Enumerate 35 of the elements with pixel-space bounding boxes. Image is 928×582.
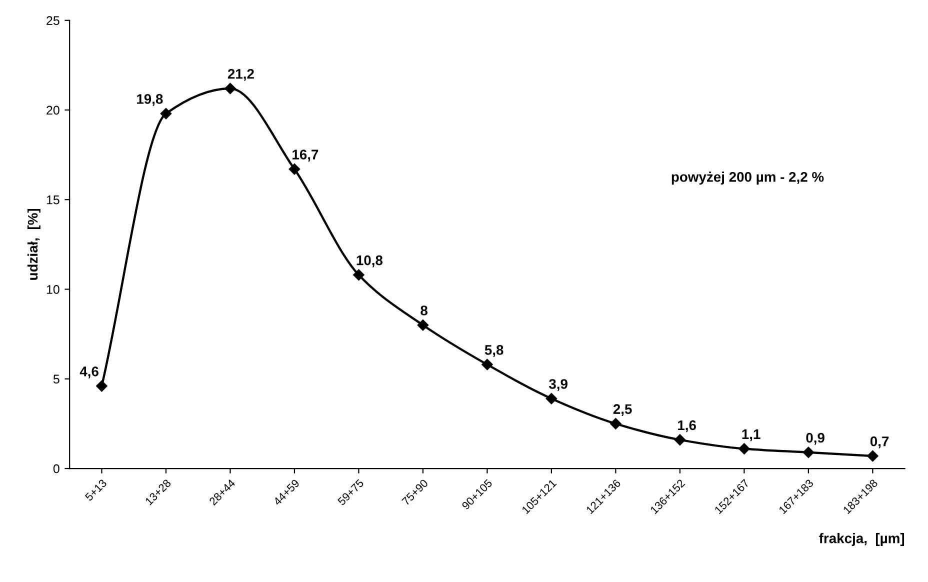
data-label: 16,7 xyxy=(292,150,318,162)
data-label: 2,5 xyxy=(613,404,632,416)
y-axis-title: udział, [%] xyxy=(27,208,40,280)
y-tick-label: 5 xyxy=(53,374,60,384)
point xyxy=(96,380,108,392)
data-label: 21,2 xyxy=(228,68,254,81)
point xyxy=(738,443,750,454)
data-label: 1,1 xyxy=(742,429,760,442)
point xyxy=(674,434,686,446)
data-label: 4,6 xyxy=(80,366,98,378)
data-label: 19,8 xyxy=(137,94,163,106)
data-label: 1,6 xyxy=(678,420,696,432)
point xyxy=(546,392,558,404)
y-tick-label: 0 xyxy=(53,464,60,474)
point xyxy=(288,164,300,175)
point xyxy=(482,358,493,370)
y-tick-label: 10 xyxy=(46,285,60,294)
y-tick-label: 25 xyxy=(46,16,60,26)
data-label: 5,8 xyxy=(484,345,504,357)
point xyxy=(802,446,814,458)
point xyxy=(224,82,236,94)
point xyxy=(610,418,622,430)
y-tick-label: 20 xyxy=(46,106,60,115)
data-label: 0,7 xyxy=(870,436,889,448)
point xyxy=(160,108,172,120)
y-tick-label: 15 xyxy=(46,196,60,204)
data-label: 3,9 xyxy=(548,379,568,391)
point xyxy=(417,320,429,331)
data-label: 8 xyxy=(420,306,428,316)
x-axis-title: frakcja, [µm] xyxy=(819,533,904,546)
point xyxy=(867,450,878,462)
data-label: 10,8 xyxy=(356,255,383,268)
annotation: powyżej 200 µm - 2,2 % xyxy=(672,172,824,185)
data-label: 0,9 xyxy=(806,432,824,445)
point xyxy=(353,269,364,281)
